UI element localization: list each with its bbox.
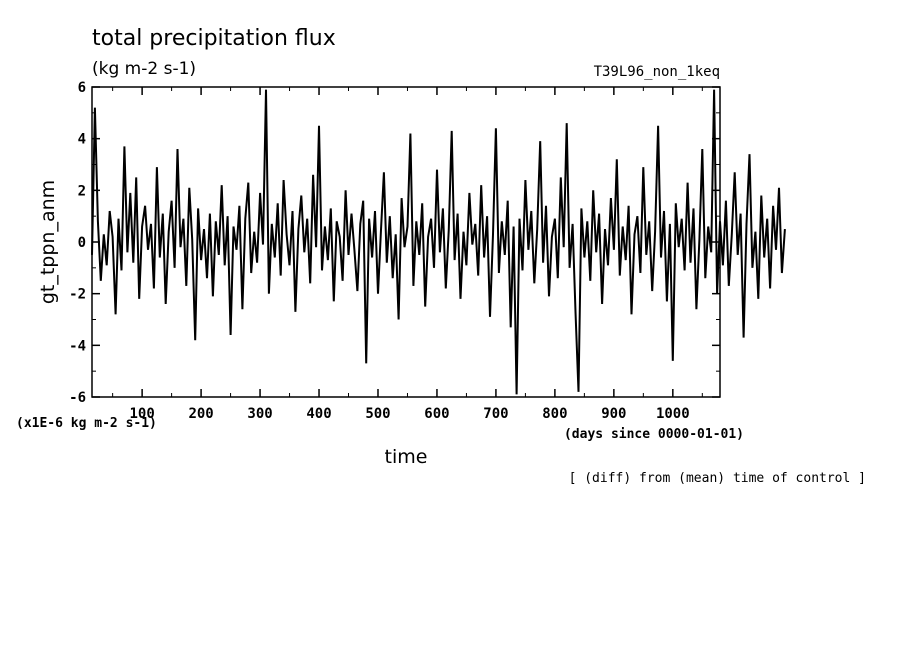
run-label: T39L96_non_1keq	[594, 64, 720, 80]
x-axis-label: time	[385, 446, 428, 468]
x-tick-label: 500	[365, 406, 390, 422]
y-tick-label: -6	[69, 390, 86, 406]
chart-units: (kg m-2 s-1)	[92, 59, 196, 79]
x-tick-label: 1000	[656, 406, 690, 422]
y-tick-label: 4	[78, 132, 86, 148]
series-line	[91, 89, 786, 395]
x-units-label: (days since 0000-01-01)	[564, 427, 744, 442]
footnote: [ (diff) from (mean) time of control ]	[569, 471, 866, 486]
y-tick-label: 6	[78, 80, 86, 96]
x-tick-label: 900	[601, 406, 626, 422]
y-axis-label: gt_tppn_anm	[37, 180, 59, 304]
y-tick-label: -4	[69, 338, 86, 354]
x-tick-label: 200	[188, 406, 213, 422]
x-tick-label: 400	[306, 406, 331, 422]
x-ticks: 100 200 300 400 500 600 700 800 900 1000	[112, 87, 703, 422]
chart-title: total precipitation flux	[92, 26, 336, 51]
x-tick-label: 100	[129, 406, 154, 422]
x-tick-label: 800	[542, 406, 567, 422]
x-tick-label: 600	[424, 406, 449, 422]
y-tick-label: -2	[69, 287, 86, 303]
x-tick-label: 300	[247, 406, 272, 422]
x-tick-label: 700	[483, 406, 508, 422]
y-scale-note: (x1E-6 kg m-2 s-1)	[16, 416, 157, 431]
y-tick-label: 2	[78, 183, 86, 199]
y-tick-label: 0	[78, 235, 86, 251]
